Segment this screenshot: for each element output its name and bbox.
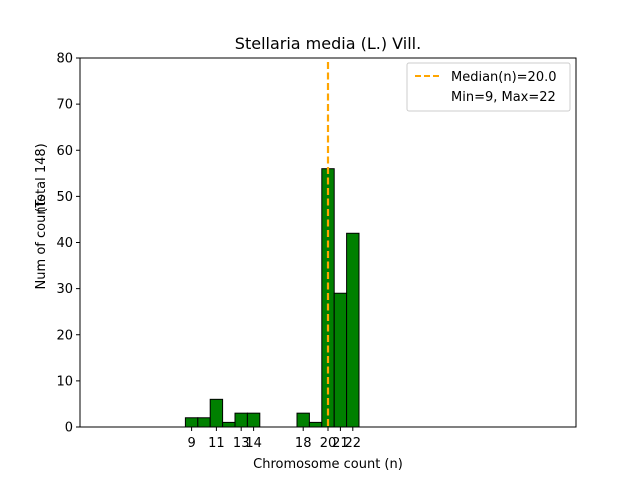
bar-21	[333, 292, 348, 428]
legend-minmax-label: Min=9, Max=22	[451, 90, 556, 105]
y-tick-label: 30	[56, 282, 73, 297]
bar-18	[296, 412, 310, 428]
legend-box	[406, 62, 571, 112]
legend-median-label: Median(n)=20.0	[451, 70, 557, 85]
y-axis-label: Num of counts	[34, 194, 49, 289]
bar-13	[234, 412, 248, 428]
y-tick-label: 80	[56, 52, 73, 67]
bar-12	[222, 421, 236, 428]
y-tick-label: 40	[56, 236, 73, 251]
bar-10	[197, 417, 211, 428]
x-tick-label: 22	[345, 436, 362, 451]
y-tick-label: 70	[56, 98, 73, 113]
bar-11	[209, 398, 224, 428]
y-tick-label: 20	[56, 328, 73, 343]
y-tick-label: 0	[65, 421, 73, 436]
legend: Median(n)=20.0 Min=9, Max=22	[406, 62, 571, 112]
x-tick-label: 9	[187, 436, 195, 451]
x-tick-label: 14	[245, 436, 262, 451]
y-tick-label: 10	[56, 374, 73, 389]
bar-22	[346, 232, 360, 428]
x-tick-label: 11	[208, 436, 225, 451]
y-axis-total-label: (Total 148)	[34, 143, 49, 212]
chart-title: Stellaria media (L.) Vill.	[235, 34, 421, 53]
y-tick-label: 60	[56, 144, 73, 159]
plot-frame	[79, 57, 577, 428]
y-tick-label: 50	[56, 190, 73, 205]
x-tick-label: 20	[320, 436, 337, 451]
x-tick-label: 13	[233, 436, 250, 451]
x-tick-label: 18	[295, 436, 312, 451]
bar-19	[308, 421, 323, 428]
bar-14	[246, 412, 261, 428]
x-axis-label: Chromosome count (n)	[253, 457, 403, 472]
bars-group	[80, 168, 390, 428]
y-axis: 0 10 20 30 40 50 60 70 80	[56, 52, 80, 436]
bar-9	[184, 417, 199, 428]
x-tick-label: 21	[332, 436, 349, 451]
